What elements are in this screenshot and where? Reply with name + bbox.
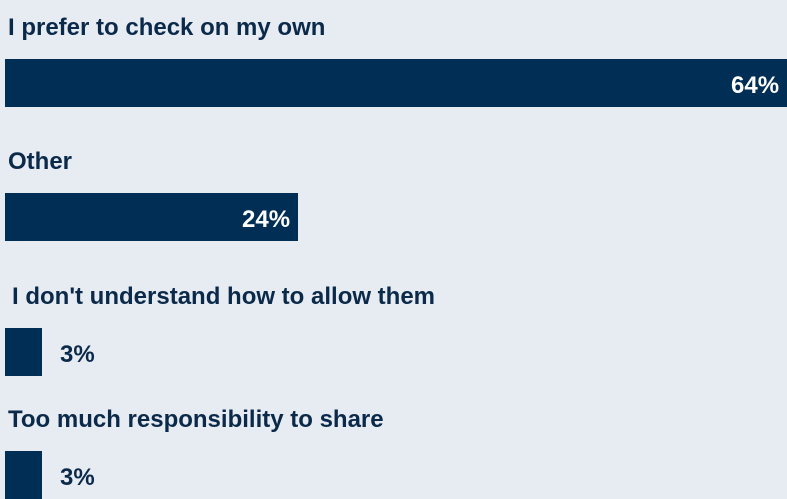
bar — [5, 328, 42, 376]
bar — [5, 193, 298, 241]
category-label: I don't understand how to allow them — [12, 283, 436, 310]
category-label: Other — [8, 148, 73, 175]
bar — [5, 59, 787, 107]
data-label: 3% — [60, 464, 95, 491]
category-label: Too much responsibility to share — [8, 406, 384, 433]
data-label: 64% — [731, 72, 780, 99]
data-label: 24% — [242, 206, 291, 233]
data-label: 3% — [60, 341, 95, 368]
category-label: I prefer to check on my own — [8, 14, 326, 41]
bar — [5, 451, 42, 499]
